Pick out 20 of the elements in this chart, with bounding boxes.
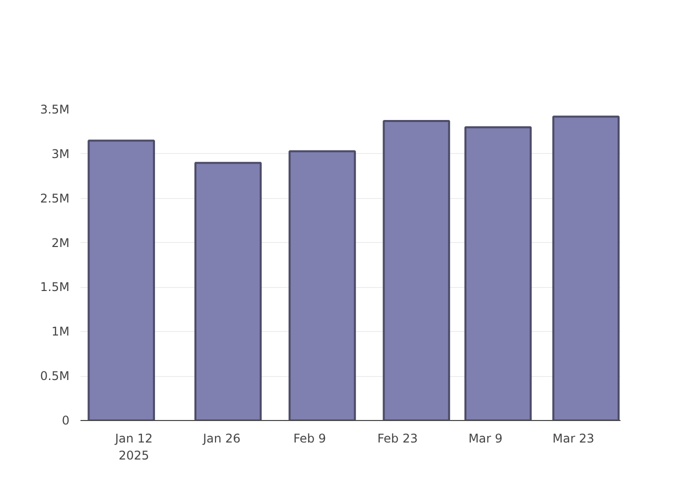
bar — [552, 116, 620, 420]
y-tick-label: 2.5M — [40, 191, 70, 206]
y-tick-label: 3M — [52, 146, 70, 161]
y-tick-label: 0 — [62, 414, 70, 428]
y-tick-label: 3.5M — [40, 102, 70, 116]
bar — [194, 162, 262, 420]
x-tick-label: Feb 23 — [377, 432, 418, 446]
bar — [382, 120, 450, 420]
bar — [88, 140, 155, 420]
y-tick-label: 1M — [52, 324, 70, 339]
x-tick-label: Mar 23 — [552, 432, 594, 446]
bar — [464, 126, 532, 420]
bar — [288, 150, 356, 420]
x-tick-label: Jan 12 2025 — [114, 432, 153, 462]
y-tick-label: 0.5M — [40, 369, 70, 384]
y-tick-label: 2M — [52, 236, 70, 250]
x-tick-label: Mar 9 — [468, 432, 503, 446]
x-tick-label: Jan 26 — [202, 432, 241, 446]
x-tick-label: Feb 9 — [293, 432, 326, 446]
y-tick-label: 1.5M — [40, 280, 70, 294]
